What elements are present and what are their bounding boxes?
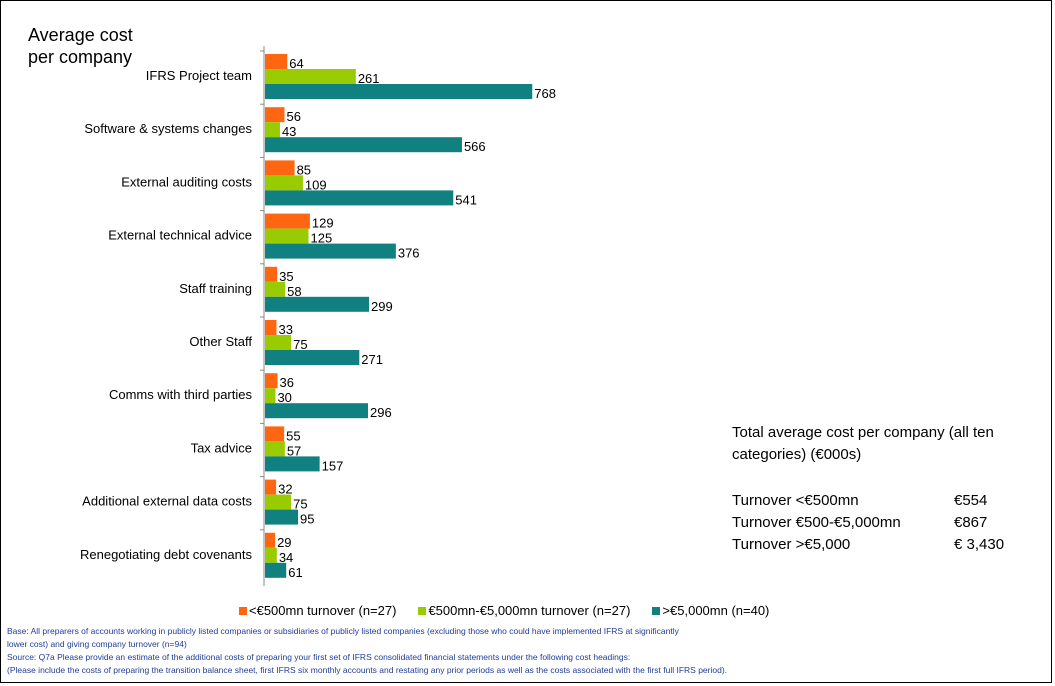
bar [265,175,303,191]
bar [265,479,277,495]
bar [265,562,287,578]
summary-heading: Total average cost per company (all ten … [732,424,994,463]
bar [265,84,533,99]
legend-item-large-turnover: >€5,000mn (n=40) [652,603,769,618]
category-label: Renegotiating debt covenants [80,547,253,562]
bar [265,213,310,229]
summary-row-label: Turnover €500-€5,000mn [732,514,901,531]
data-label: 271 [361,352,383,367]
bar [265,426,285,442]
legend-item-mid-turnover: €500mn-€5,000mn turnover (n=27) [418,603,630,618]
summary-row: Turnover €500-€5,000mn €867 [732,512,1052,534]
base-note-line: lower cost) and giving company turnover … [7,639,187,649]
bar [265,532,276,548]
base-note-line: Base: All preparers of accounts working … [7,626,679,636]
category-label: External technical advice [108,228,252,243]
data-label: 85 [297,162,311,177]
category-label: Tax advice [191,440,252,455]
data-label: 157 [322,458,344,473]
bar [265,69,356,84]
footnotes: Base: All preparers of accounts working … [7,625,1047,677]
data-label: 55 [286,428,300,443]
total-cost-summary: Total average cost per company (all ten … [732,422,1052,556]
data-label: 125 [311,231,333,246]
data-label: 109 [305,177,327,192]
legend-swatch [239,606,247,615]
chart-title: Average cost per company [28,25,133,67]
legend-swatch [418,606,427,615]
data-label: 541 [455,192,477,207]
bar [265,228,309,244]
legend-label: >€5,000mn (n=40) [662,603,770,618]
data-label: 75 [293,337,307,352]
chart-legend: <€500mn turnover (n=27) €500mn-€5,000mn … [239,603,791,618]
data-label: 35 [279,269,293,284]
data-label: 34 [279,550,293,565]
data-label: 36 [280,375,294,390]
source-note-line: (Please include the costs of preparing t… [7,665,728,675]
bar [265,190,454,206]
data-label: 95 [300,512,314,527]
bar [265,509,299,525]
bar [265,456,320,472]
bar [265,388,276,404]
bar [265,547,277,563]
summary-row-value: €867 [954,514,988,531]
bar [265,160,295,176]
bar [265,320,277,335]
category-label: Additional external data costs [82,494,252,509]
source-note-line: Source: Q7a Please provide an estimate o… [7,652,631,662]
summary-row-value: € 3,430 [954,536,1005,553]
bar [265,494,292,510]
data-label: 376 [398,246,420,261]
bar [265,335,292,350]
category-label: IFRS Project team [146,68,252,83]
legend-item-small-turnover: <€500mn turnover (n=27) [239,603,396,618]
bar [265,137,462,153]
data-label: 57 [287,443,301,458]
category-label: Comms with third parties [109,387,253,402]
data-label: 58 [287,284,301,299]
data-label: 75 [293,497,307,512]
summary-row: Turnover <€500mn €554 [732,490,1052,512]
data-label: 64 [289,56,303,71]
bar [265,107,285,123]
data-label: 261 [358,71,380,86]
data-label: 32 [278,482,292,497]
legend-swatch [652,606,661,615]
bar [265,373,278,389]
data-label: 56 [286,109,300,124]
summary-row-value: €554 [954,492,988,509]
bar [265,266,278,282]
data-label: 299 [371,299,393,314]
bar [265,403,369,419]
bar [265,122,280,138]
legend-label: <€500mn turnover (n=27) [249,603,397,618]
bar [265,243,396,259]
data-label: 566 [464,139,486,154]
summary-row-label: Turnover <€500mn [732,492,859,509]
summary-row: Turnover >€5,000 € 3,430 [732,534,1052,556]
summary-row-label: Turnover >€5,000 [732,536,851,553]
data-label: 129 [312,216,334,231]
bar [265,296,370,312]
category-label: Software & systems changes [84,121,252,136]
data-label: 296 [370,405,392,420]
data-label: 33 [278,322,292,337]
data-label: 43 [282,124,296,139]
data-label: 768 [534,86,556,101]
category-label: External auditing costs [121,174,252,189]
data-label: 30 [277,390,291,405]
category-label: Other Staff [189,334,252,349]
bar [265,441,285,457]
category-label: Staff training [179,281,252,296]
data-label: 29 [277,535,291,550]
bar-chart-plot: IFRS Project team 64 261 768 Software & syst… [80,46,556,586]
legend-label: €500mn-€5,000mn turnover (n=27) [428,603,631,618]
bar [265,54,288,69]
bar [265,350,360,365]
data-label: 61 [288,565,302,580]
bar [265,281,286,297]
